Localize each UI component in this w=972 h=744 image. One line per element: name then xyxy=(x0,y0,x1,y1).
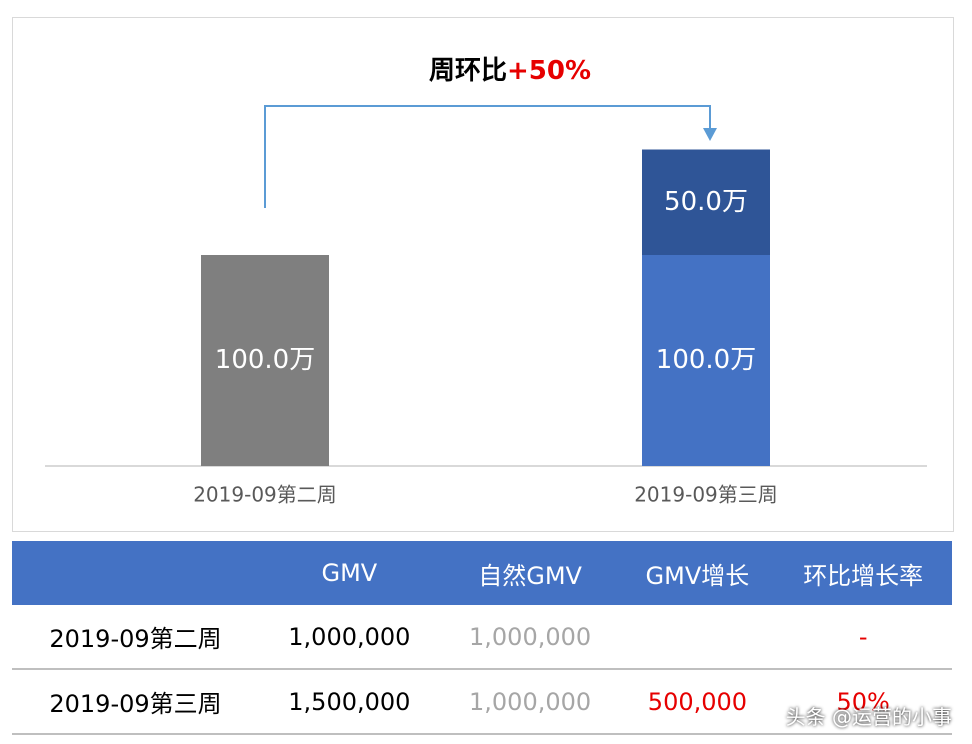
cell: 500,000 xyxy=(620,669,775,735)
chart-frame xyxy=(12,17,954,532)
cell: - xyxy=(774,605,952,670)
arrow xyxy=(264,105,711,208)
cell xyxy=(620,605,775,670)
x-tick-label: 2019-09第二周 xyxy=(193,483,337,507)
cell: 1,000,000 xyxy=(439,605,621,670)
x-tick-label: 2019-09第三周 xyxy=(634,483,778,507)
cell: 50% xyxy=(774,669,952,735)
arrow-head xyxy=(703,128,717,141)
row-label: 2019-09第二周 xyxy=(12,605,259,670)
row-label: 2019-09第三周 xyxy=(12,669,259,735)
cell: 1,500,000 xyxy=(259,669,440,735)
row: 2019-09第二周 1,000,000 1,000,000 - xyxy=(12,605,952,670)
cell: 1,000,000 xyxy=(259,605,440,670)
header-cell: 环比增长率 xyxy=(774,541,952,605)
row: 2019-09第三周 1,500,000 1,000,000 500,000 5… xyxy=(12,669,952,735)
data-label: 100.0万 xyxy=(656,345,756,375)
data-label: 50.0万 xyxy=(664,187,748,217)
annotation-highlight: +50% xyxy=(507,56,591,86)
header-cell: GMV增长 xyxy=(620,541,775,605)
bar xyxy=(642,149,770,255)
bar xyxy=(201,255,329,466)
header-cell xyxy=(12,541,259,605)
data-label: 100.0万 xyxy=(215,345,315,375)
header-row: GMV 自然GMV GMV增长 环比增长率 xyxy=(12,541,952,605)
bar xyxy=(642,255,770,466)
header-cell: GMV xyxy=(259,541,440,605)
annotation: 周环比+50% xyxy=(429,56,591,86)
header-cell: 自然GMV xyxy=(439,541,621,605)
annotation-text: 周环比 xyxy=(429,56,507,86)
watermark: 头条 @运营的小事 xyxy=(785,705,952,729)
data-table: GMV 自然GMV GMV增长 环比增长率 2019-09第二周 1,000,0… xyxy=(12,541,952,735)
chart: 周环比+50% 2019-09第二周 100.0万 2019-09第三周 100.0万… xyxy=(12,17,954,532)
cell: 1,000,000 xyxy=(439,669,621,735)
